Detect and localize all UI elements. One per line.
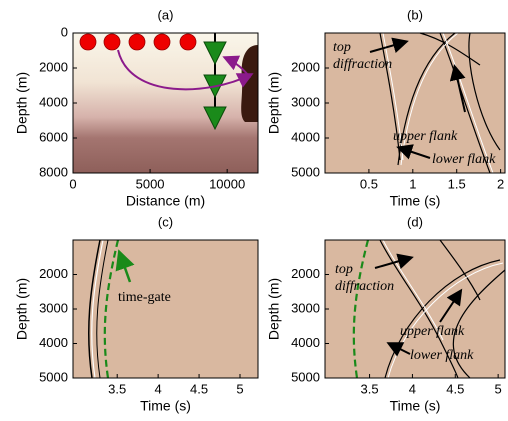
- seismic-image: [73, 239, 258, 379]
- y-tick-label: 3000: [291, 300, 320, 315]
- y-tick-label: 4000: [291, 335, 320, 350]
- y-tick-label: 2000: [39, 266, 68, 281]
- y-tick-label: 4000: [39, 94, 68, 109]
- annotation: upper flank: [393, 129, 458, 144]
- x-axis-label: Time (s): [390, 398, 441, 414]
- annotation: time-gate: [118, 290, 171, 305]
- x-tick-label: 4: [155, 381, 162, 396]
- annotation: top: [335, 262, 353, 277]
- annotation: lower flank: [410, 348, 474, 363]
- y-tick-label: 6000: [39, 129, 68, 144]
- x-tick-label: 1.5: [448, 176, 466, 191]
- x-tick-label: 0: [69, 176, 76, 191]
- y-tick-label: 2000: [291, 266, 320, 281]
- y-tick-label: 3000: [291, 94, 320, 109]
- y-tick-label: 2000: [39, 59, 68, 74]
- x-tick-label: 3.5: [108, 381, 126, 396]
- x-tick-label: 3.5: [361, 381, 379, 396]
- x-tick-label: 10000: [209, 176, 245, 191]
- x-tick-label: 4.5: [190, 381, 208, 396]
- y-axis-label: Depth (m): [14, 278, 30, 340]
- x-tick-label: 4.5: [446, 381, 464, 396]
- velocity-model: [73, 33, 258, 173]
- x-axis-label: Time (s): [390, 193, 441, 209]
- panel-label: (c): [158, 214, 173, 229]
- y-axis-label: Depth (m): [14, 72, 30, 134]
- y-tick-label: 5000: [291, 164, 320, 179]
- y-axis-label: Depth (m): [266, 72, 282, 134]
- annotation: diffraction: [333, 57, 392, 72]
- y-tick-label: 2000: [291, 59, 320, 74]
- y-tick-label: 8000: [39, 164, 68, 179]
- x-tick-label: 5: [236, 381, 243, 396]
- y-tick-label: 4000: [291, 129, 320, 144]
- seismic-image: [325, 239, 506, 379]
- panel-label: (d): [407, 214, 423, 229]
- y-tick-label: 4000: [39, 335, 68, 350]
- seismic-image: [325, 32, 505, 174]
- annotation: top: [333, 40, 351, 55]
- x-tick-label: 1: [409, 176, 416, 191]
- y-axis-label: Depth (m): [266, 278, 282, 340]
- x-axis-label: Distance (m): [126, 193, 205, 209]
- x-tick-label: 5000: [136, 176, 165, 191]
- annotation: upper flank: [400, 324, 465, 339]
- panel-label: (a): [158, 7, 174, 22]
- y-tick-label: 3000: [39, 300, 68, 315]
- y-tick-label: 5000: [291, 369, 320, 384]
- y-tick-label: 0: [61, 24, 68, 39]
- panel-label: (b): [407, 7, 423, 22]
- y-tick-label: 5000: [39, 369, 68, 384]
- x-axis-label: Time (s): [140, 398, 191, 414]
- x-tick-label: 0.5: [360, 176, 378, 191]
- annotation: diffraction: [335, 279, 394, 294]
- x-tick-label: 4: [409, 381, 416, 396]
- x-tick-label: 5: [495, 381, 502, 396]
- x-tick-label: 2: [497, 176, 504, 191]
- annotation: lower flank: [432, 152, 496, 167]
